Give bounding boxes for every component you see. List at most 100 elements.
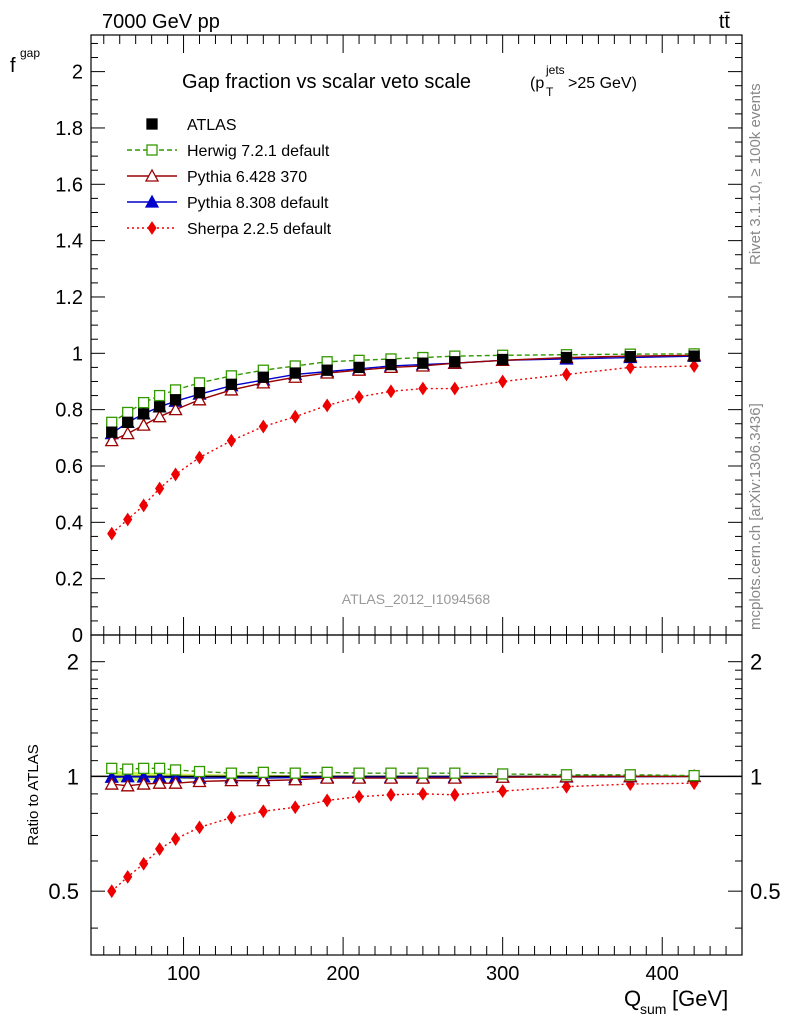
data-point: [225, 378, 238, 390]
ratio-data-point: [194, 820, 205, 835]
data-point: [688, 350, 700, 362]
ratio-series-pythia-6-428-370: [104, 769, 702, 792]
ratio-data-point: [193, 765, 206, 778]
data-point: [624, 351, 636, 363]
ratio-data-point: [106, 762, 118, 775]
ratio-data-point: [353, 767, 365, 779]
ratio-y-tick-label-right: 1: [750, 764, 762, 789]
ratio-series-line: [111, 767, 695, 777]
ratio-data-point: [322, 793, 332, 808]
ratio-data-point: [450, 787, 460, 802]
legend-label: Herwig 7.2.1 default: [187, 143, 330, 160]
main-chart-title: Gap fraction vs scalar veto scale: [182, 71, 471, 93]
data-point: [123, 512, 133, 527]
ratio-data-point: [418, 786, 428, 801]
ratio-data-point: [354, 789, 364, 804]
legend-label: Sherpa 2.2.5 default: [187, 221, 332, 238]
data-point: [120, 426, 135, 440]
ratio-data-point: [122, 763, 134, 775]
data-point: [122, 416, 134, 428]
ratio-data-point: [497, 768, 509, 780]
analysis-id: ATLAS_2012_I1094568: [342, 591, 491, 607]
ratio-y-axis: 0.5 0.5 1 1 2 2: [48, 650, 781, 929]
series-atlas: [106, 350, 700, 438]
main-series-group: [104, 347, 702, 541]
ratio-x-axis: 100 200 300 400: [103, 635, 727, 985]
ratio-data-point: [120, 778, 135, 792]
data-point: [226, 433, 237, 448]
x-tick-label: 100: [167, 963, 200, 985]
data-point: [193, 387, 206, 399]
data-point: [139, 498, 149, 513]
ratio-data-point: [386, 787, 396, 802]
data-point: [418, 381, 428, 396]
data-point: [153, 389, 166, 402]
ratio-y-tick-label: 1: [67, 764, 79, 789]
data-point: [257, 371, 269, 383]
legend: ATLAS Herwig 7.2.1 default Pythia 6.428 37…: [127, 117, 332, 238]
ratio-data-point: [155, 842, 165, 856]
process-label: tt̄: [719, 11, 731, 33]
data-point: [106, 416, 118, 428]
ylabel-gap: gap: [20, 46, 40, 60]
ratio-y-tick-label: 2: [67, 650, 79, 675]
ratio-data-point: [169, 764, 182, 776]
main-panel: 0 0.2 0.4 0.6 0.8 1 1.2 1.4 1.6 1.8 2 Gap fraction…: [10, 34, 743, 647]
ratio-data-point: [153, 762, 166, 775]
data-point: [354, 390, 364, 404]
data-point: [290, 409, 300, 424]
xlabel-unit: [GeV]: [672, 986, 728, 1011]
data-point: [194, 450, 205, 465]
legend-item-sherpa-2-2-5-default: Sherpa 2.2.5 default: [127, 221, 332, 238]
data-point: [170, 467, 181, 482]
main-y-tick-label: 1.8: [55, 118, 83, 140]
main-y-tick-label: 0.6: [55, 456, 83, 478]
legend-label: Pythia 6.428 370: [187, 169, 307, 186]
main-y-tick-label: 0.4: [55, 512, 83, 534]
data-point: [107, 526, 117, 541]
data-point: [136, 417, 151, 431]
ratio-data-point: [288, 772, 303, 786]
legend-marker: [147, 221, 157, 235]
data-point: [258, 419, 268, 434]
data-point: [561, 367, 572, 382]
main-y-tick-label: 0.2: [55, 569, 83, 591]
ratio-data-point: [168, 775, 183, 789]
data-point: [122, 406, 134, 419]
legend-marker: [144, 194, 160, 208]
x-tick-label: 400: [646, 963, 679, 985]
ratio-plot-frame: [90, 634, 743, 956]
data-point: [192, 392, 207, 406]
main-y-tick-label: 1.2: [55, 287, 83, 309]
ratio-data-point: [560, 769, 573, 781]
ratio-series-group: [104, 762, 702, 899]
ratio-data-point: [139, 856, 149, 871]
data-point: [138, 408, 150, 420]
legend-item-pythia-6-428-370: Pythia 6.428 370: [127, 168, 307, 186]
legend-item-pythia-8-308-default: Pythia 8.308 default: [127, 194, 329, 212]
data-point: [138, 396, 150, 409]
ratio-y-tick-label: 0.5: [48, 879, 79, 904]
ratio-data-point: [289, 767, 301, 779]
main-x-tick-marks: [103, 35, 727, 635]
data-point: [155, 481, 165, 496]
data-point: [497, 353, 509, 366]
ratio-data-point: [256, 773, 271, 787]
x-tick-label: 200: [326, 963, 359, 985]
data-point: [153, 401, 166, 413]
ratio-data-point: [321, 766, 333, 778]
ylabel-f: f: [10, 55, 16, 77]
ratio-data-point: [417, 767, 429, 779]
ratio-data-point: [561, 779, 572, 794]
data-point: [498, 374, 508, 389]
ratio-y-tick-label-right: 0.5: [750, 879, 781, 904]
ratio-series-sherpa-2-2-5-default: [107, 776, 699, 899]
ratio-data-point: [385, 767, 397, 779]
data-point: [169, 384, 182, 396]
title-cut-p: (p: [530, 75, 544, 92]
ratio-data-point: [224, 773, 239, 787]
data-point: [169, 394, 182, 406]
ratio-data-point: [688, 769, 700, 782]
